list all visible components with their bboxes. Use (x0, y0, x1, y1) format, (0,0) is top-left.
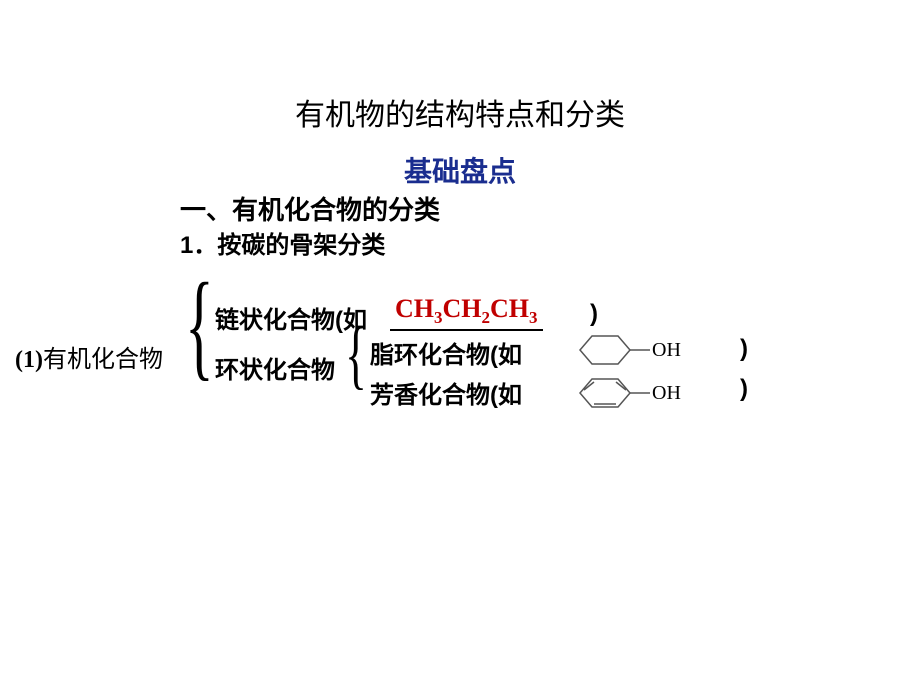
sub-aromatic-label: 芳香化合物(如 (370, 375, 522, 410)
benzene-oh-icon: OH (570, 373, 700, 413)
subtitle: 基础盘点 (0, 150, 920, 190)
root-label: (1)有机化合物 (15, 339, 163, 374)
page-title: 有机物的结构特点和分类 (0, 90, 920, 134)
brace-small: { (345, 317, 367, 393)
sub-alicyclic-label: 脂环化合物(如 (370, 335, 522, 370)
root-prefix: (1) (15, 347, 43, 373)
heading-1: 一、有机化合物的分类 (180, 190, 440, 227)
brace-large: { (185, 265, 214, 385)
oh-label-2: OH (652, 382, 681, 404)
chain-formula: CH3CH2CH3 (390, 293, 543, 331)
classification-diagram: (1)有机化合物 { 链状化合物(如 CH3CH2CH3 ) 环状化合物 { 脂… (0, 295, 920, 455)
heading-2: 1．按碳的骨架分类 (180, 225, 385, 260)
sub-aromatic-close: ) (740, 375, 748, 403)
root-text: 有机化合物 (43, 347, 163, 373)
cyclohexane-oh-icon: OH (570, 330, 700, 370)
branch-ring-label: 环状化合物 (215, 350, 335, 385)
branch-chain-close: ) (590, 300, 598, 328)
sub-alicyclic-close: ) (740, 335, 748, 363)
oh-label-1: OH (652, 339, 681, 361)
